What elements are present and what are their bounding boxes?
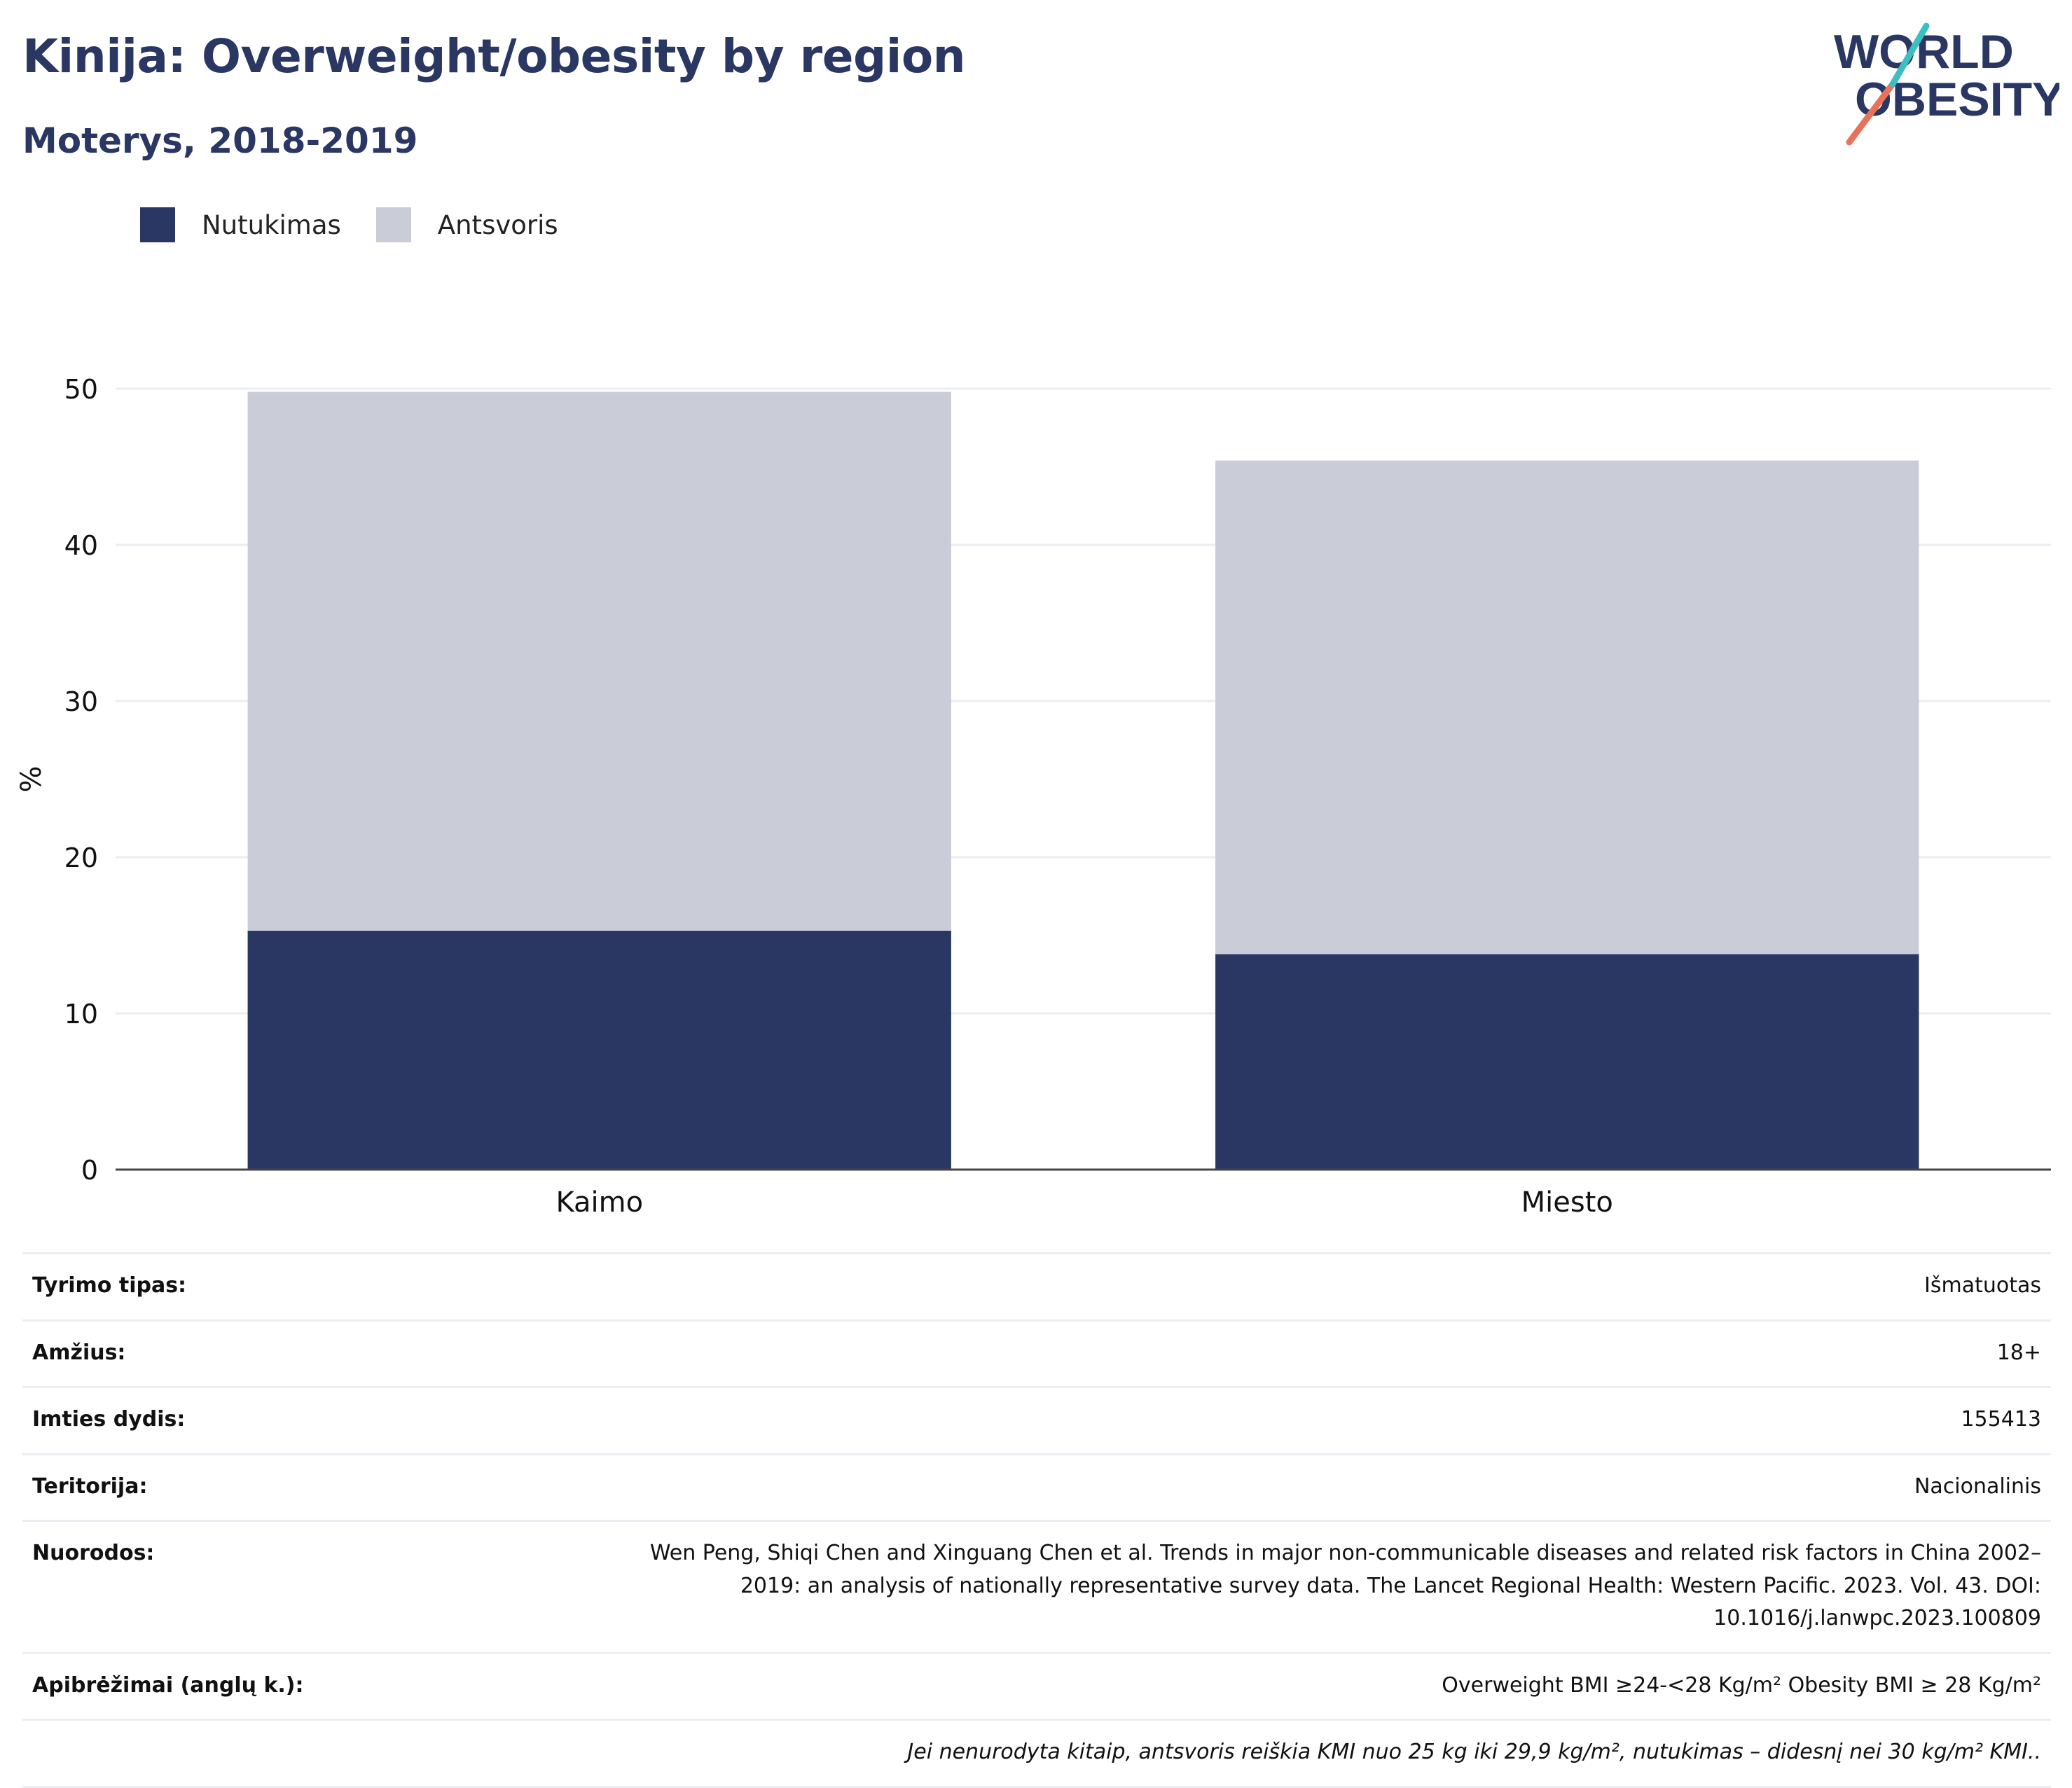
info-note-row: Jei nenurodyta kitaip, antsvoris reiškia… bbox=[22, 1719, 2051, 1788]
stacked-bar-chart: 0 10 20 30 40 50 Kaimo Miesto % bbox=[15, 374, 2051, 1219]
definition-note: Jei nenurodyta kitaip, antsvoris reiškia… bbox=[22, 1719, 2051, 1788]
info-row: Apibrėžimai (anglų k.): Overweight BMI ≥2… bbox=[22, 1651, 2051, 1720]
bar-obesity-kaimo[interactable] bbox=[247, 930, 951, 1170]
legend-label-overweight: Antsvoris bbox=[437, 209, 558, 240]
world-obesity-logo: WORLD OBESITY bbox=[1834, 22, 2059, 146]
y-tick-label: 0 bbox=[81, 1155, 98, 1186]
info-label: Tyrimo tipas: bbox=[22, 1252, 616, 1320]
info-row: Tyrimo tipas: Išmatuotas bbox=[22, 1252, 2051, 1320]
bars bbox=[247, 391, 1919, 1170]
y-tick-label: 30 bbox=[64, 686, 98, 717]
info-value: 155413 bbox=[616, 1386, 2051, 1454]
page-title: Kinija: Overweight/obesity by region bbox=[22, 29, 966, 83]
info-label: Amžius: bbox=[22, 1319, 616, 1387]
info-row: Imties dydis: 155413 bbox=[22, 1386, 2051, 1454]
info-label: Teritorija: bbox=[22, 1453, 616, 1521]
page-subtitle: Moterys, 2018-2019 bbox=[22, 120, 418, 161]
bar-overweight-miesto[interactable] bbox=[1215, 460, 1919, 955]
chart-legend: Nutukimas Antsvoris bbox=[140, 207, 593, 242]
y-tick-label: 10 bbox=[64, 999, 98, 1030]
legend-label-obesity: Nutukimas bbox=[202, 209, 341, 240]
info-value: Overweight BMI ≥24-<28 Kg/m² Obesity BMI… bbox=[616, 1651, 2051, 1720]
x-tick-label: Miesto bbox=[1521, 1186, 1613, 1219]
logo-teal-slash bbox=[1889, 22, 1930, 88]
info-value: 18+ bbox=[616, 1319, 2051, 1387]
info-row: Amžius: 18+ bbox=[22, 1319, 2051, 1387]
legend-swatch-overweight bbox=[375, 207, 411, 242]
info-row: Nuorodos: Wen Peng, Shiqi Chen and Xingua… bbox=[22, 1520, 2051, 1653]
legend-item-overweight[interactable]: Antsvoris bbox=[375, 207, 558, 242]
info-label: Apibrėžimai (anglų k.): bbox=[22, 1651, 616, 1720]
info-value: Wen Peng, Shiqi Chen and Xinguang Chen e… bbox=[616, 1520, 2051, 1653]
info-label: Imties dydis: bbox=[22, 1386, 616, 1454]
info-label: Nuorodos: bbox=[22, 1520, 616, 1653]
study-info-table: Tyrimo tipas: Išmatuotas Amžius: 18+ Imties … bbox=[22, 1252, 2051, 1788]
bar-obesity-miesto[interactable] bbox=[1215, 954, 1919, 1170]
bar-overweight-kaimo[interactable] bbox=[247, 391, 951, 931]
info-row: Teritorija: Nacionalinis bbox=[22, 1453, 2051, 1521]
legend-swatch-obesity bbox=[140, 207, 175, 242]
y-axis-label: % bbox=[15, 765, 48, 792]
x-tick-label: Kaimo bbox=[555, 1186, 643, 1219]
y-tick-label: 20 bbox=[64, 843, 98, 873]
x-axis-ticks: Kaimo Miesto bbox=[555, 1186, 1612, 1219]
y-axis-ticks: 0 10 20 30 40 50 bbox=[64, 374, 98, 1186]
info-value: Išmatuotas bbox=[616, 1252, 2051, 1320]
info-value: Nacionalinis bbox=[616, 1453, 2051, 1521]
y-tick-label: 50 bbox=[64, 374, 98, 405]
logo-coral-slash bbox=[1846, 81, 1896, 146]
y-tick-label: 40 bbox=[64, 530, 98, 561]
logo-line-2: OBESITY bbox=[1855, 73, 2059, 126]
legend-item-obesity[interactable]: Nutukimas bbox=[140, 207, 341, 242]
